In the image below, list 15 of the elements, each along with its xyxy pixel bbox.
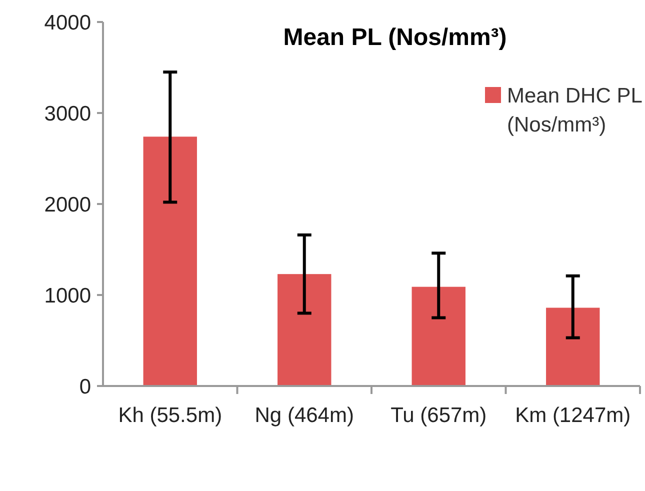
bar: [546, 308, 600, 386]
y-tick-label: 4000: [44, 11, 91, 34]
y-tick-label: 0: [79, 375, 91, 398]
y-tick-label: 3000: [44, 102, 91, 126]
x-tick-label: Tu (657m): [390, 404, 487, 427]
legend-label: Mean DHC PL (Nos/mm³): [507, 84, 642, 136]
bar: [278, 274, 332, 386]
chart-title: Mean PL (Nos/mm³): [283, 24, 507, 51]
x-tick-label: Kh (55.5m): [118, 404, 222, 427]
x-tick-label: Ng (464m): [254, 404, 354, 427]
y-tick-label: 1000: [44, 284, 91, 308]
y-tick-label: 2000: [44, 193, 91, 216]
bar: [143, 136, 197, 386]
x-tick-label: Km (1247m): [515, 404, 631, 427]
bar: [412, 286, 466, 386]
